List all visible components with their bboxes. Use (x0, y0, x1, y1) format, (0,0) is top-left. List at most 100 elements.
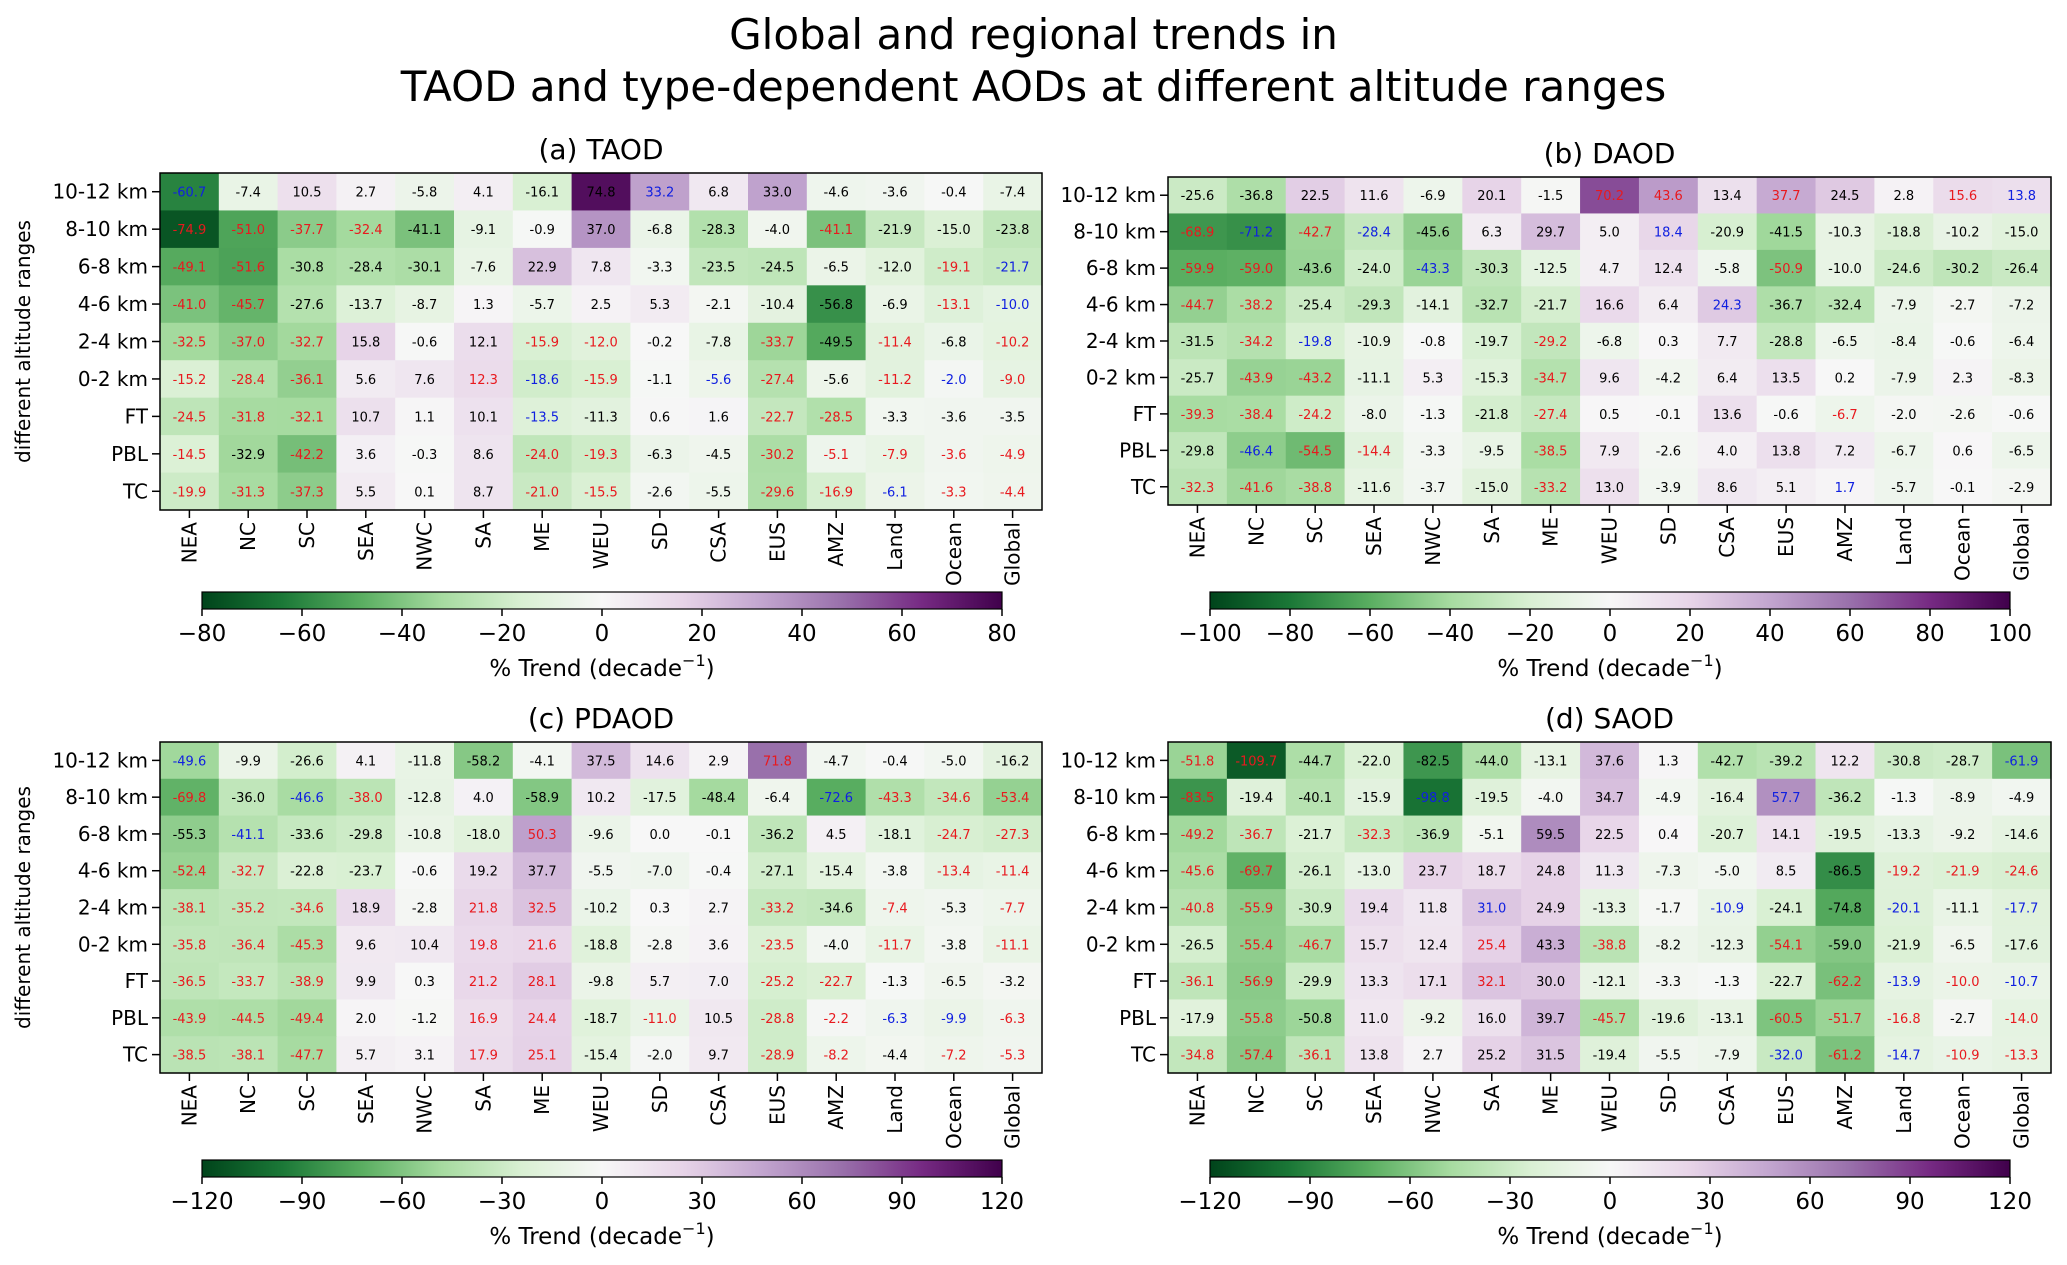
cell-value-label: -46.6 (290, 791, 324, 806)
heatmap-cell (689, 999, 749, 1037)
column-label: NEA (177, 1085, 201, 1127)
heatmap-cell (336, 322, 396, 361)
cell-value-label: 8.5 (1776, 865, 1797, 880)
heatmap-cell (1992, 925, 2052, 964)
cell-value-label: -32.7 (231, 865, 265, 880)
heatmap-cell (1168, 925, 1228, 964)
heatmap-cell (748, 815, 808, 853)
column-label: WEU (589, 522, 613, 569)
column-label: SD (648, 522, 672, 550)
heatmap-cell (1933, 249, 1993, 287)
heatmap-cell (160, 778, 220, 817)
heatmap-cell (1815, 815, 1875, 853)
cell-value-label: 0.5 (1599, 408, 1620, 423)
cell-value-label: -0.1 (706, 828, 731, 843)
heatmap-cell (1168, 999, 1228, 1037)
heatmap-cell (1580, 213, 1640, 251)
row-label: TC (122, 479, 148, 503)
cell-value-label: -27.1 (761, 865, 795, 880)
cell-value-label: 0.6 (1952, 444, 1973, 459)
heatmap-cell (983, 815, 1043, 853)
cell-value-label: -36.7 (1239, 828, 1273, 843)
cell-value-label: 29.7 (1536, 226, 1565, 241)
heatmap-cell (571, 1036, 631, 1074)
heatmap-cell (865, 852, 925, 890)
cell-value-label: -50.9 (1769, 262, 1803, 277)
cell-value-label: 18.9 (351, 902, 380, 917)
cell-value-label: -34.6 (937, 791, 971, 806)
cell-value-label: 18.7 (1477, 865, 1506, 880)
cell-value-label: -23.7 (349, 865, 383, 880)
cell-value-label: -68.9 (1181, 226, 1215, 241)
colorbar-tick-label: 0 (595, 1189, 610, 1215)
cell-value-label: -13.1 (937, 298, 971, 313)
heatmap-cell (689, 778, 749, 817)
cell-value-label: -15.0 (2005, 226, 2039, 241)
heatmap-cell (1521, 999, 1581, 1037)
cell-value-label: -2.7 (1950, 299, 1975, 314)
heatmap-cell (336, 435, 396, 474)
heatmap-cell (395, 852, 455, 890)
cell-value-label: -26.1 (1298, 865, 1332, 880)
cell-value-label: 11.3 (1595, 865, 1624, 880)
cell-value-label: 5.7 (649, 975, 670, 990)
heatmap-cell (1697, 213, 1758, 251)
cell-value-label: 6.4 (1717, 371, 1738, 386)
heatmap-cell (1992, 177, 2052, 215)
heatmap-cell (1462, 177, 1522, 215)
heatmap-cell (218, 173, 279, 212)
cell-value-label: -24.1 (1769, 902, 1803, 917)
cell-value-label: -4.9 (1000, 448, 1025, 463)
heatmap-cell (630, 247, 690, 286)
heatmap-cell (1580, 962, 1640, 1001)
cell-value-label: 0.6 (649, 410, 670, 425)
cell-value-label: -5.7 (530, 298, 555, 313)
heatmap-cell (630, 778, 690, 817)
heatmap-cell (160, 889, 220, 927)
heatmap-cell (630, 925, 690, 964)
heatmap-cell (924, 962, 984, 1001)
heatmap-cell (1403, 395, 1463, 433)
cell-value-label: -8.3 (2009, 371, 2034, 386)
cell-value-label: -10.2 (996, 336, 1030, 351)
heatmap-cell (1226, 286, 1287, 324)
cell-value-label: -6.3 (882, 1012, 907, 1027)
heatmap-cell (1344, 962, 1405, 1001)
column-label: NC (236, 1085, 260, 1114)
heatmap-cell (748, 210, 808, 249)
cell-value-label: -0.1 (1656, 408, 1681, 423)
cell-value-label: -6.8 (941, 336, 966, 351)
colorbar-tick-label: −60 (278, 621, 327, 647)
heatmap-cell (277, 962, 337, 1001)
heatmap-cell (806, 925, 867, 964)
cell-value-label: -57.4 (1239, 1049, 1273, 1064)
cell-value-label: -40.1 (1298, 791, 1332, 806)
cell-value-label: 2.5 (591, 298, 612, 313)
colorbar-label: % Trend (decade−1) (1497, 651, 1722, 682)
heatmap-cell (1462, 1036, 1522, 1074)
heatmap-cell (1638, 889, 1699, 927)
colorbar-tick-label: −120 (1178, 1189, 1241, 1215)
cell-value-label: 12.2 (1830, 754, 1859, 769)
cell-value-label: -42.2 (290, 448, 324, 463)
heatmap-cell (1462, 432, 1522, 470)
cell-value-label: -16.1 (525, 186, 559, 201)
heatmap-cell (748, 778, 808, 817)
heatmap-cell (1638, 359, 1699, 397)
heatmap-cell (1874, 249, 1934, 287)
cell-value-label: -14.0 (2005, 1012, 2039, 1027)
heatmap-cell (571, 925, 631, 964)
heatmap-cell (218, 285, 279, 324)
heatmap-cell (160, 173, 220, 212)
heatmap-cell (1226, 742, 1287, 780)
column-label: WEU (1598, 1085, 1622, 1132)
cell-value-label: -22.7 (1769, 975, 1803, 990)
heatmap-cell (1992, 359, 2052, 397)
cell-value-label: -37.7 (290, 223, 324, 238)
heatmap-cell (924, 815, 984, 853)
cell-value-label: -59.9 (1181, 262, 1215, 277)
heatmap-cell (277, 742, 337, 780)
heatmap-cell (1403, 177, 1463, 215)
heatmap-cell (1344, 1036, 1405, 1074)
cell-value-label: -13.7 (349, 298, 383, 313)
